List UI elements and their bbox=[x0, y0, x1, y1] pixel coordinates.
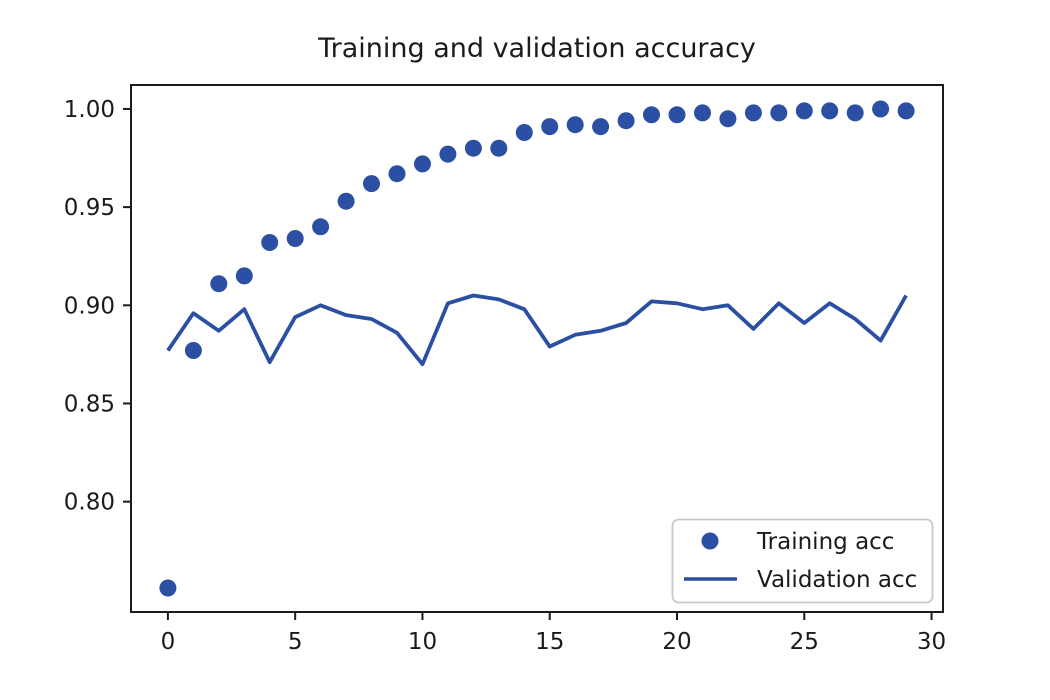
training-point bbox=[897, 102, 915, 120]
training-point bbox=[388, 165, 406, 183]
training-point bbox=[541, 118, 559, 136]
training-point bbox=[210, 275, 228, 293]
training-point bbox=[694, 104, 711, 122]
training-point bbox=[414, 155, 431, 173]
training-point bbox=[592, 118, 610, 136]
training-point bbox=[668, 106, 686, 124]
training-point bbox=[846, 104, 864, 122]
training-point bbox=[617, 112, 635, 130]
x-tick-label: 15 bbox=[535, 629, 564, 655]
x-tick-label: 30 bbox=[917, 629, 946, 655]
x-tick-label: 20 bbox=[662, 629, 691, 655]
legend-entry-validation: Validation acc bbox=[684, 567, 917, 593]
training-point bbox=[464, 139, 482, 157]
training-point bbox=[566, 116, 584, 134]
training-point bbox=[643, 106, 660, 124]
x-tick-label: 25 bbox=[790, 629, 819, 655]
training-point bbox=[515, 124, 533, 141]
training-point bbox=[439, 145, 457, 163]
x-tick-label: 0 bbox=[161, 629, 176, 655]
y-tick-label: 0.85 bbox=[64, 391, 115, 417]
plot-area: 0 5 10 15 20 25 30 0.80 0.85 0.90 0.95 1.00 bbox=[64, 97, 946, 655]
y-tick-label: 1.00 bbox=[64, 97, 115, 123]
axes-frame bbox=[130, 84, 944, 613]
training-point bbox=[184, 342, 202, 359]
x-tick-label: 10 bbox=[408, 629, 437, 655]
training-point bbox=[159, 579, 177, 597]
training-point bbox=[744, 104, 762, 122]
training-point bbox=[363, 175, 380, 193]
training-point bbox=[235, 267, 253, 285]
training-point bbox=[286, 230, 304, 247]
y-tick-label: 0.80 bbox=[64, 490, 115, 516]
training-point bbox=[770, 104, 788, 122]
chart-title: Training and validation accuracy bbox=[317, 33, 756, 64]
legend-entry-training: Training acc bbox=[701, 529, 894, 555]
y-tick-label: 0.95 bbox=[64, 195, 115, 221]
legend: Training acc Validation acc bbox=[671, 518, 934, 604]
training-point bbox=[872, 100, 890, 118]
training-point bbox=[261, 234, 279, 251]
legend-label-training: Training acc bbox=[756, 529, 894, 555]
legend-box bbox=[671, 518, 934, 604]
training-point bbox=[821, 102, 839, 120]
training-point bbox=[795, 102, 813, 120]
training-marker-icon bbox=[701, 532, 719, 550]
training-point bbox=[337, 192, 355, 210]
y-tick-label: 0.90 bbox=[64, 293, 115, 319]
training-point bbox=[490, 139, 508, 157]
validation-line bbox=[166, 293, 908, 367]
x-tick-label: 5 bbox=[288, 629, 303, 655]
training-point bbox=[719, 110, 737, 128]
legend-label-validation: Validation acc bbox=[757, 567, 917, 593]
training-point bbox=[312, 218, 330, 236]
